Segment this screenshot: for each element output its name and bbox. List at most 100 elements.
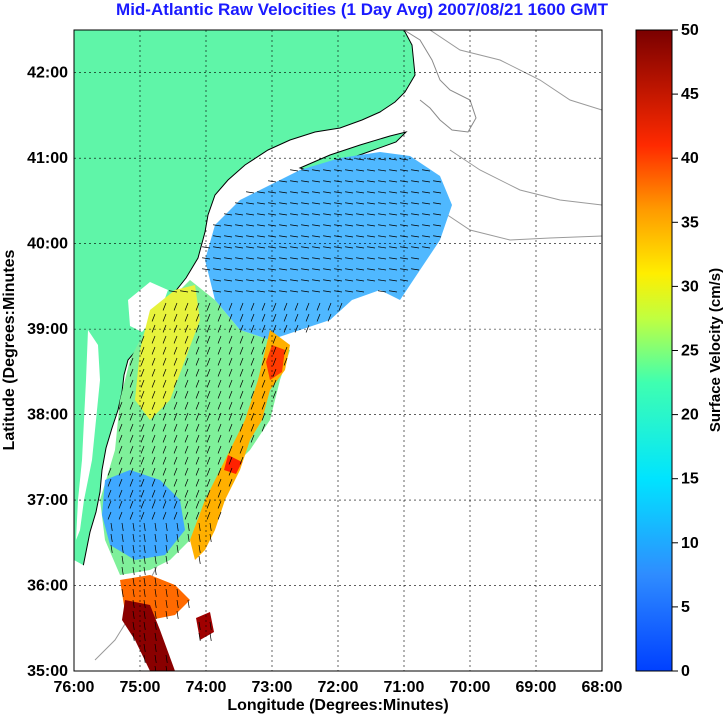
velocity-vector xyxy=(110,522,113,531)
velocity-vector xyxy=(257,191,266,194)
velocity-vector xyxy=(173,346,178,355)
velocity-vector xyxy=(213,257,222,260)
velocity-vector xyxy=(195,368,200,377)
velocity-vector xyxy=(338,302,343,311)
velocity-vector xyxy=(239,357,244,366)
velocity-vector xyxy=(301,191,310,194)
velocity-vector xyxy=(173,511,178,520)
velocity-vector xyxy=(250,357,255,366)
velocity-vector xyxy=(129,368,134,377)
velocity-vector xyxy=(433,235,442,238)
velocity-vector xyxy=(129,401,134,410)
velocity-vector xyxy=(162,302,167,311)
velocity-vector xyxy=(184,445,189,454)
velocity-vector xyxy=(312,290,321,293)
latitude-tick-label: 35:00 xyxy=(27,663,68,680)
velocity-vector xyxy=(411,213,420,216)
velocity-vector xyxy=(206,302,211,311)
velocity-vector xyxy=(195,412,200,421)
velocity-vector xyxy=(389,158,398,161)
velocity-vector xyxy=(132,555,135,564)
velocity-vector xyxy=(184,379,189,388)
velocity-vector xyxy=(301,279,310,282)
velocity-vector xyxy=(268,290,277,293)
velocity-vector xyxy=(118,456,123,465)
velocity-vector xyxy=(217,423,222,432)
velocity-vector xyxy=(118,478,123,487)
velocity-vector xyxy=(224,246,233,249)
velocity-vector xyxy=(367,169,376,172)
velocity-vector xyxy=(162,434,167,443)
velocity-vector xyxy=(323,246,332,249)
velocity-vector xyxy=(356,191,365,194)
x-axis-label: Longitude (Degrees:Minutes) xyxy=(227,697,448,714)
y-axis-label: Latitude (Degrees:Minutes xyxy=(1,249,18,450)
velocity-vector xyxy=(279,246,288,249)
velocity-vector xyxy=(184,390,189,399)
velocity-vector xyxy=(176,610,179,619)
velocity-vector xyxy=(176,533,179,542)
velocity-vector xyxy=(411,224,420,227)
velocity-vector xyxy=(195,401,200,410)
velocity-vector xyxy=(107,511,112,520)
velocity-vector xyxy=(356,268,365,271)
velocity-vector xyxy=(151,456,156,465)
velocity-vector xyxy=(162,456,167,465)
map-grid xyxy=(74,30,602,671)
velocity-vector xyxy=(367,224,376,227)
velocity-vector xyxy=(239,335,244,344)
velocity-vector xyxy=(129,500,134,509)
velocity-vector xyxy=(334,224,343,227)
longitude-tick-label: 69:00 xyxy=(516,679,557,696)
velocity-vector xyxy=(235,246,244,249)
velocity-vector xyxy=(250,302,255,311)
velocity-vector xyxy=(224,257,233,260)
velocity-vector xyxy=(132,566,135,575)
velocity-vector xyxy=(261,390,266,399)
velocity-vector xyxy=(367,268,376,271)
velocity-vector xyxy=(422,235,431,238)
velocity-vector xyxy=(345,202,354,205)
velocity-vector xyxy=(162,357,167,366)
velocity-vector xyxy=(323,202,332,205)
velocity-vector xyxy=(154,654,157,663)
velocity-vector xyxy=(140,478,145,487)
velocity-vector xyxy=(246,202,255,205)
velocity-vector xyxy=(345,169,354,172)
velocity-vector xyxy=(312,191,321,194)
velocity-vector xyxy=(165,588,168,597)
velocity-vector xyxy=(217,335,222,344)
velocity-vector xyxy=(217,467,222,476)
velocity-vector xyxy=(184,500,189,509)
velocity-vector xyxy=(356,169,365,172)
velocity-vector xyxy=(184,368,189,377)
velocity-vector xyxy=(151,357,156,366)
velocity-vector xyxy=(323,169,332,172)
velocity-vector xyxy=(283,357,288,366)
latitude-tick-label: 36:00 xyxy=(27,578,68,595)
velocity-vector xyxy=(173,445,178,454)
velocity-vector xyxy=(217,401,222,410)
velocity-vector xyxy=(206,346,211,355)
velocity-vector xyxy=(261,313,266,322)
velocity-vector xyxy=(129,379,134,388)
velocity-vector xyxy=(154,566,157,575)
velocity-vector xyxy=(389,246,398,249)
velocity-vector xyxy=(378,279,387,282)
velocity-vector xyxy=(422,224,431,227)
velocity-vector xyxy=(195,445,200,454)
velocity-vector xyxy=(129,456,134,465)
coverage-darkred-isolated xyxy=(196,612,214,640)
velocity-vector xyxy=(184,401,189,410)
bathymetry-contour-1 xyxy=(429,30,602,111)
velocity-vector xyxy=(345,191,354,194)
velocity-vector xyxy=(389,224,398,227)
longitude-tick-label: 74:00 xyxy=(186,679,227,696)
velocity-vector xyxy=(290,202,299,205)
velocity-vector xyxy=(198,555,201,564)
velocity-vector xyxy=(151,467,156,476)
coverage-red-hotspot-2 xyxy=(224,455,242,474)
velocity-vector xyxy=(279,224,288,227)
velocity-vector xyxy=(290,169,299,172)
velocity-vector xyxy=(184,434,189,443)
